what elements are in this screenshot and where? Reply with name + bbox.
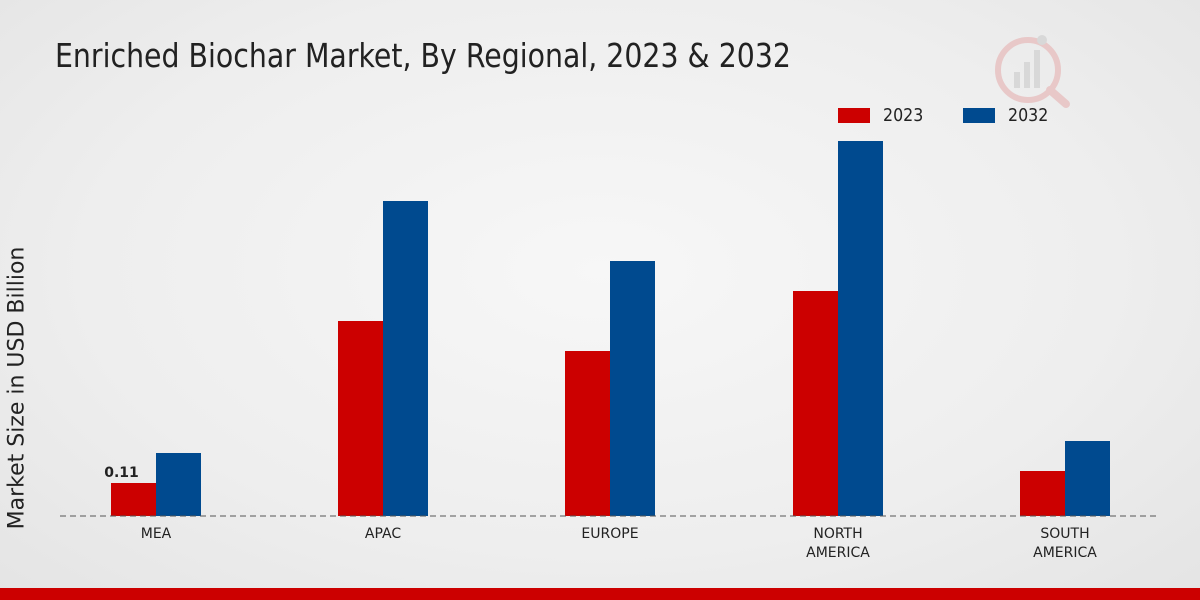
footer-accent-bar — [0, 588, 1200, 600]
legend-item-2032: 2032 — [962, 104, 1054, 126]
data-label-mea-2023: 0.11 — [104, 465, 139, 481]
bar-apac-2023 — [338, 321, 383, 516]
x-tick-label-north-america: NORTH AMERICA — [806, 526, 870, 561]
legend-label-2032: 2032 — [1007, 104, 1049, 126]
chart-title: Enriched Biochar Market, By Regional, 20… — [55, 36, 791, 75]
bar-apac-2032 — [383, 201, 428, 516]
bar-south-america-2023 — [1020, 471, 1065, 516]
bar-north-america-2023 — [793, 291, 838, 516]
legend-swatch-2023 — [838, 107, 870, 123]
x-tick-label-south-america: SOUTH AMERICA — [1033, 526, 1097, 561]
bar-north-america-2032 — [838, 141, 883, 516]
watermark-logo-icon — [995, 35, 1070, 108]
bar-europe-2023 — [565, 351, 610, 516]
bar-mea-2023 — [111, 483, 156, 516]
bar-europe-2032 — [610, 261, 655, 516]
x-tick-label-europe: EUROPE — [581, 526, 638, 542]
bar-south-america-2032 — [1065, 441, 1110, 516]
legend-item-2023: 2023 — [838, 105, 929, 126]
x-tick-label-apac: APAC — [365, 526, 401, 542]
legend-swatch-2032 — [962, 107, 995, 123]
bar-mea-2032 — [156, 453, 201, 516]
chart-legend: 2023 2032 — [838, 104, 1088, 126]
x-tick-label-mea: MEA — [141, 526, 172, 542]
legend-label-2023: 2023 — [883, 104, 924, 126]
